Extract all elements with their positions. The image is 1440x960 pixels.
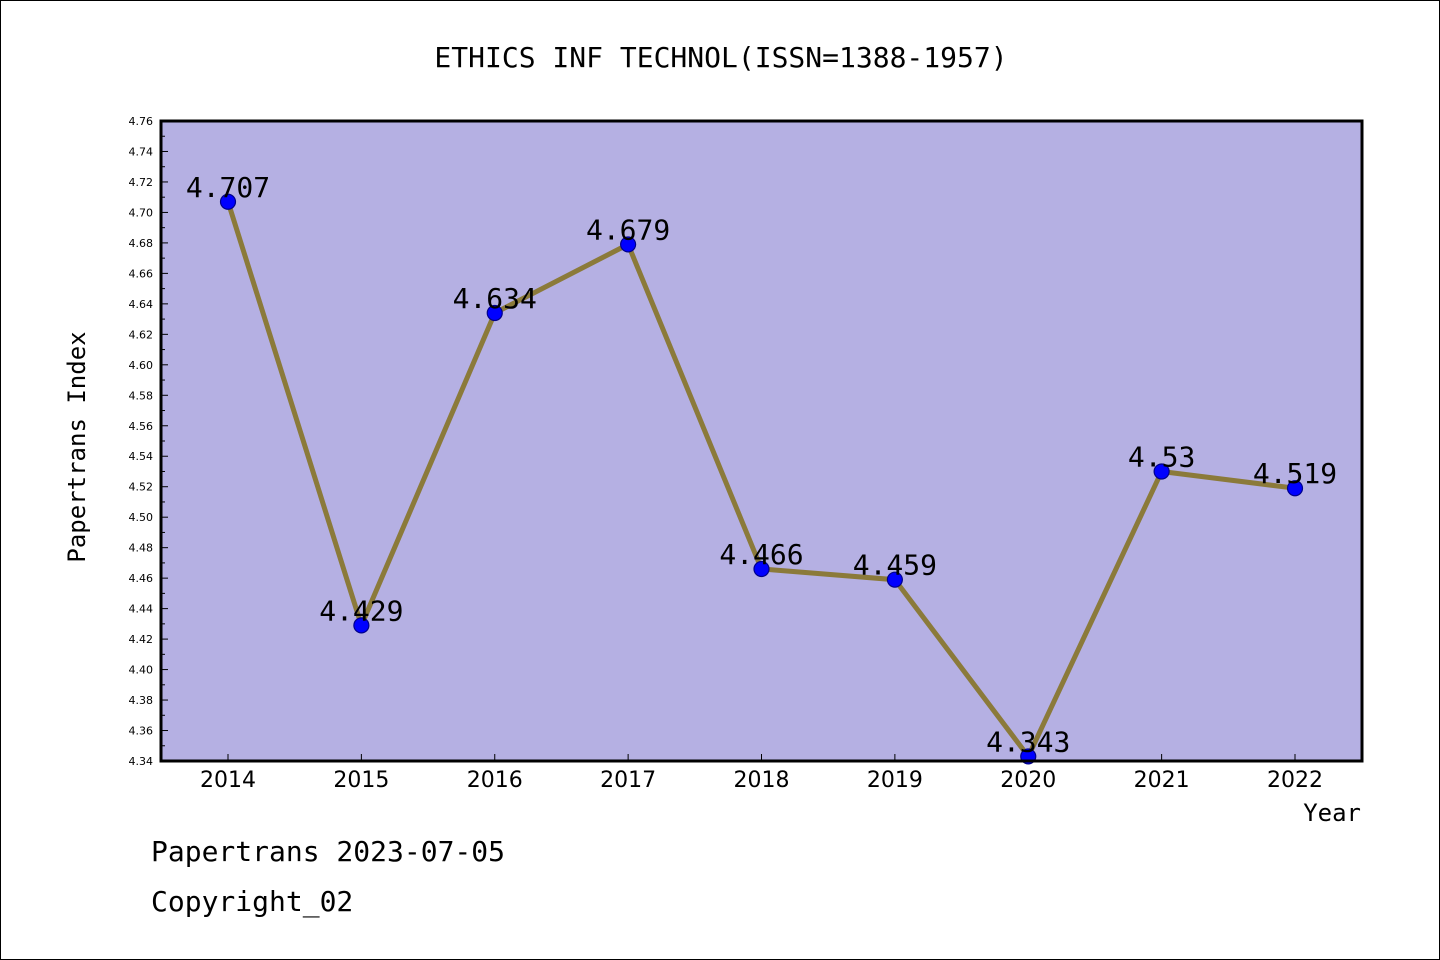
y-tick-label: 4.56: [129, 420, 154, 433]
y-tick-label: 4.40: [129, 664, 154, 677]
y-axis: 4.34 4.36 4.38 4.40 4.42 4.44 4.46 4.48 4.50 4.52…: [129, 115, 168, 768]
data-label: 4.343: [986, 725, 1070, 758]
y-tick-label: 4.34: [129, 755, 154, 768]
chart-title: ETHICS INF TECHNOL(ISSN=1388-1957): [434, 41, 1007, 74]
data-label: 4.519: [1253, 457, 1337, 490]
y-tick-label: 4.58: [129, 389, 154, 402]
y-tick-label: 4.36: [129, 725, 154, 738]
y-axis-label: Papertrans Index: [63, 331, 91, 562]
data-label: 4.429: [319, 594, 403, 627]
y-tick-label: 4.46: [129, 572, 154, 585]
y-tick-label: 4.60: [129, 359, 154, 372]
data-point: [219, 193, 237, 210]
data-point: [753, 560, 770, 578]
footer-date: Papertrans 2023-07-05: [151, 835, 506, 868]
data-label: 4.679: [586, 213, 670, 246]
footer-copyright: Copyright_02: [151, 885, 354, 918]
x-tick-label: 2015: [333, 768, 389, 793]
x-tick-label: 2021: [1134, 768, 1190, 793]
x-tick-label: 2020: [1000, 768, 1056, 793]
x-tick-label: 2014: [200, 768, 256, 793]
y-tick-label: 4.48: [129, 542, 154, 555]
y-tick-label: 4.38: [129, 694, 154, 707]
x-tick-label: 2019: [867, 768, 923, 793]
data-label: 4.53: [1128, 440, 1195, 473]
y-tick-label: 4.72: [129, 176, 154, 189]
data-point: [353, 617, 370, 634]
y-tick-label: 4.70: [129, 206, 154, 219]
x-tick-label: 2017: [600, 768, 656, 793]
y-tick-label: 4.52: [129, 481, 154, 494]
y-tick-label: 4.68: [129, 237, 154, 250]
y-tick-label: 4.66: [129, 267, 154, 280]
data-point: [1153, 463, 1170, 480]
y-tick-label: 4.62: [129, 328, 154, 341]
data-label: 4.707: [186, 171, 270, 204]
x-axis: 2014 2015 2016 2017 2018 2019 2020 2021 2022: [200, 754, 1323, 793]
plot-border: [159, 119, 1364, 763]
data-label: 4.634: [453, 282, 537, 315]
data-point: [486, 304, 503, 322]
y-tick-label: 4.44: [129, 603, 154, 616]
x-tick-label: 2016: [467, 768, 523, 793]
x-tick-label: 2022: [1267, 768, 1323, 793]
data-points: [219, 193, 1304, 765]
data-point: [620, 236, 637, 253]
y-tick-label: 4.64: [129, 298, 154, 311]
data-label: 4.459: [853, 549, 937, 582]
y-tick-label: 4.54: [129, 450, 154, 463]
data-point: [886, 571, 903, 588]
x-axis-label: Year: [1303, 799, 1361, 827]
data-point: [1286, 480, 1304, 497]
y-tick-label: 4.74: [129, 145, 154, 158]
y-tick-label: 4.76: [129, 115, 154, 128]
plot-area: [161, 121, 1362, 761]
data-label: 4.466: [719, 538, 803, 571]
x-tick-label: 2018: [734, 768, 790, 793]
data-labels: 4.707 4.429 4.634 4.679 4.466 4.459 4.343 4.53 4…: [186, 171, 1337, 759]
y-tick-label: 4.50: [129, 511, 154, 524]
y-tick-label: 4.42: [129, 633, 154, 646]
